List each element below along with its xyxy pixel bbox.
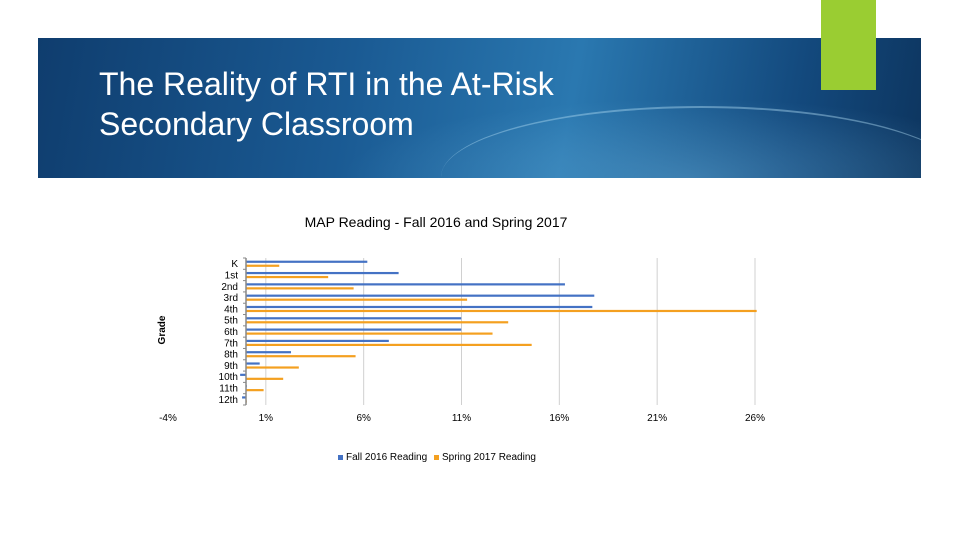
chart-title: MAP Reading - Fall 2016 and Spring 2017 <box>305 214 568 230</box>
slide-title-line-2: Secondary Classroom <box>99 106 414 142</box>
bar-spring <box>246 343 532 347</box>
slide-title-line-1: The Reality of RTI in the At-Risk <box>99 66 554 102</box>
bar-spring <box>246 309 757 313</box>
x-tick-label: 21% <box>647 413 667 424</box>
x-tick-labels: -4% 1% 6% 11% 16% 21% 26% <box>159 413 765 424</box>
legend-swatch-spring <box>434 455 439 460</box>
y-tick-label: 3rd <box>224 293 238 304</box>
bar-fall <box>246 294 595 297</box>
bar-spring <box>246 287 354 290</box>
accent-block <box>821 0 876 90</box>
legend-label-fall: Fall 2016 Reading <box>346 452 427 463</box>
title-banner <box>38 38 921 178</box>
x-tick-label: 26% <box>745 413 765 424</box>
y-tick-label: 2nd <box>221 282 238 293</box>
bar-fall <box>246 260 368 263</box>
y-tick-label: 1st <box>225 270 239 281</box>
legend-label-spring: Spring 2017 Reading <box>442 452 536 463</box>
bars <box>240 260 757 403</box>
bar-fall <box>242 396 246 399</box>
y-tick-label: 9th <box>224 361 238 372</box>
y-tick-label: 5th <box>224 316 238 327</box>
y-tick-label: 12th <box>219 395 238 406</box>
bar-spring <box>246 321 509 324</box>
legend-swatch-fall <box>338 455 343 460</box>
legend: Fall 2016 Reading Spring 2017 Reading <box>338 452 536 463</box>
bar-fall <box>246 283 565 286</box>
bar-spring <box>246 366 299 369</box>
bar-spring <box>246 389 264 392</box>
y-tick-label: 8th <box>224 350 238 361</box>
bar-fall <box>246 362 260 365</box>
bar-fall <box>246 317 462 320</box>
bar-fall <box>246 351 292 354</box>
bar-spring <box>246 275 329 279</box>
bar-spring <box>246 264 280 267</box>
y-tick-label: 11th <box>219 384 238 395</box>
bar-fall <box>246 305 593 309</box>
bar-fall <box>246 339 389 343</box>
banner-swoosh <box>441 106 921 178</box>
bar-fall <box>246 328 462 331</box>
y-axis-title: Grade <box>157 315 168 344</box>
x-tick-label: 11% <box>452 413 471 424</box>
bar-spring <box>246 298 468 301</box>
y-tick-label: 4th <box>224 304 238 315</box>
bar-spring <box>246 377 284 380</box>
y-axis <box>243 257 247 406</box>
bar-fall <box>240 373 246 376</box>
bar-spring <box>246 355 356 358</box>
x-tick-label: 6% <box>356 413 371 424</box>
y-tick-label: 10th <box>219 372 238 383</box>
bar-fall <box>246 271 399 275</box>
gridlines <box>265 258 756 405</box>
x-tick-label: 16% <box>549 413 569 424</box>
bar-spring <box>246 332 493 335</box>
y-tick-label: K <box>231 259 238 270</box>
x-tick-label: 1% <box>259 413 274 424</box>
y-tick-label: 7th <box>224 338 238 349</box>
y-tick-label: 6th <box>224 327 238 338</box>
slide-title: The Reality of RTI in the At-Risk Second… <box>99 64 739 144</box>
x-tick-label: -4% <box>159 413 177 424</box>
